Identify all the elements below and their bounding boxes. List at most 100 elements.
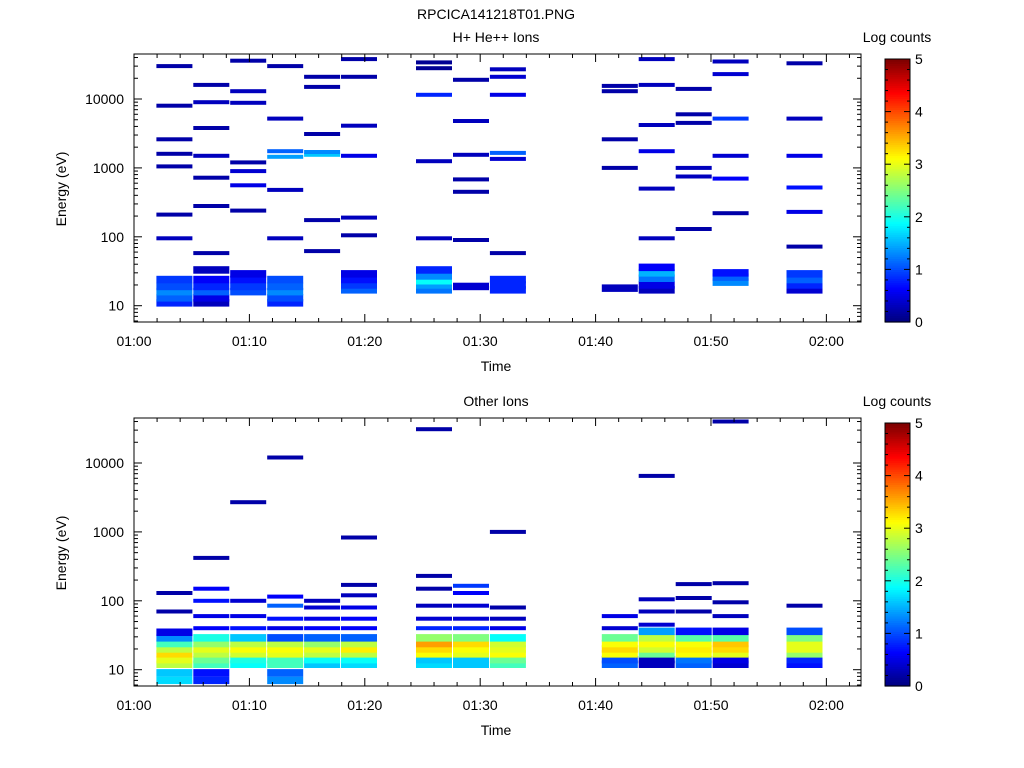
heatmap-cell <box>638 627 675 636</box>
heatmap-cell <box>489 156 526 161</box>
colorbar-swatch <box>885 578 910 582</box>
heatmap-cell <box>267 116 304 121</box>
heatmap-cell <box>267 594 304 599</box>
colorbar-swatch <box>885 284 910 288</box>
colorbar-swatch <box>885 91 910 95</box>
colorbar-swatch <box>885 65 910 69</box>
colorbar-swatch <box>885 427 910 431</box>
heatmap-cell <box>786 660 823 668</box>
heatmap-cell <box>341 593 377 598</box>
colorbar-swatch <box>885 436 910 439</box>
heatmap-cell <box>193 175 230 180</box>
colorbar-swatch <box>885 74 910 78</box>
heatmap-cell <box>638 622 675 627</box>
heatmap-cell <box>267 616 304 621</box>
colorbar-tick-label: 2 <box>915 209 923 225</box>
heatmap-cell <box>341 215 377 220</box>
colorbar-swatch <box>885 109 910 113</box>
heatmap-cell <box>341 655 377 664</box>
colorbar-swatch <box>885 598 910 602</box>
heatmap-cell <box>638 597 675 602</box>
colorbar-swatch <box>885 179 910 183</box>
heatmap-cell <box>193 598 230 603</box>
colorbar-swatch <box>885 85 910 89</box>
colorbar-swatch <box>885 471 910 475</box>
heatmap-cell <box>416 92 452 97</box>
heatmap-cell <box>416 573 452 578</box>
colorbar-swatch <box>885 618 910 621</box>
heatmap-cell <box>193 275 230 284</box>
colorbar-swatch <box>885 313 910 317</box>
colorbar-label-h-he: Log counts <box>863 29 932 45</box>
colorbar-swatch <box>885 210 910 214</box>
heatmap-cell <box>712 655 749 664</box>
heatmap-cell <box>230 287 267 296</box>
colorbar-swatch <box>885 267 910 270</box>
heatmap-cell <box>156 212 193 217</box>
y-tick-label: 1000 <box>93 524 124 540</box>
heatmap-cell <box>712 645 749 653</box>
heatmap-cell <box>453 583 489 588</box>
colorbar-other: 0 1 2 3 4 5 <box>884 415 923 694</box>
heatmap-cell <box>156 645 193 653</box>
heatmap-cell <box>156 639 193 648</box>
colorbar-swatch <box>885 563 910 567</box>
colorbar-swatch <box>885 181 910 185</box>
colorbar-swatch <box>885 657 910 661</box>
colorbar-swatch <box>885 604 910 608</box>
heatmap-cell <box>267 236 304 241</box>
heatmap-cell <box>156 676 193 685</box>
heatmap-cell <box>453 238 489 242</box>
heatmap-cell <box>786 209 823 214</box>
x-tick-label: 01:50 <box>693 333 728 349</box>
y-tick-label: 10000 <box>85 455 124 471</box>
colorbar-swatch <box>885 464 910 468</box>
colorbar-swatch <box>885 475 910 479</box>
colorbar-swatch <box>885 245 910 249</box>
x-tick-label: 01:20 <box>347 697 382 713</box>
colorbar-swatch <box>885 273 910 277</box>
heatmap-cell <box>416 650 452 658</box>
colorbar-swatch <box>885 541 910 545</box>
colorbar-swatch <box>885 278 910 281</box>
colorbar-swatch <box>885 497 910 501</box>
colorbar-swatch <box>885 602 910 606</box>
figure-title: RPCICA141218T01.PNG <box>417 6 575 22</box>
heatmap-cell <box>156 294 193 302</box>
heatmap-cell <box>638 82 675 87</box>
colorbar-swatch <box>885 469 910 472</box>
heatmap-cell <box>453 655 489 664</box>
heatmap-cell <box>230 500 267 505</box>
heatmap-cell <box>304 152 341 157</box>
colorbar-swatch <box>885 120 910 124</box>
colorbar-swatch <box>885 508 910 512</box>
y-tick-label: 100 <box>101 229 125 245</box>
heatmap-cell <box>230 614 267 619</box>
heatmap-cell <box>638 281 675 289</box>
colorbar-swatch <box>885 177 910 181</box>
heatmap-cell <box>416 660 452 668</box>
colorbar-swatch <box>885 238 910 242</box>
colorbar-swatch <box>885 626 910 630</box>
heatmap-cell <box>601 83 638 88</box>
colorbar-swatch <box>885 83 910 86</box>
x-axis-label-other: Time <box>481 722 512 738</box>
colorbar-swatch <box>885 122 910 126</box>
heatmap-cell <box>267 294 304 302</box>
heatmap-cell <box>267 299 304 307</box>
heatmap-cell <box>193 555 230 560</box>
colorbar-swatch <box>885 534 910 538</box>
colorbar-swatch <box>885 186 910 189</box>
colorbar-swatch <box>885 543 910 547</box>
colorbar-swatch <box>885 67 910 71</box>
colorbar-swatch <box>885 609 910 613</box>
heatmap-cell <box>341 286 377 294</box>
colorbar-swatch <box>885 425 910 428</box>
heatmap-cell <box>638 645 675 653</box>
colorbar-swatch <box>885 650 910 654</box>
colorbar-swatch <box>885 201 910 205</box>
heatmap-cell <box>489 655 526 664</box>
heatmap-cell <box>712 211 749 216</box>
colorbar-swatch <box>885 229 910 233</box>
colorbar-swatch <box>885 205 910 209</box>
